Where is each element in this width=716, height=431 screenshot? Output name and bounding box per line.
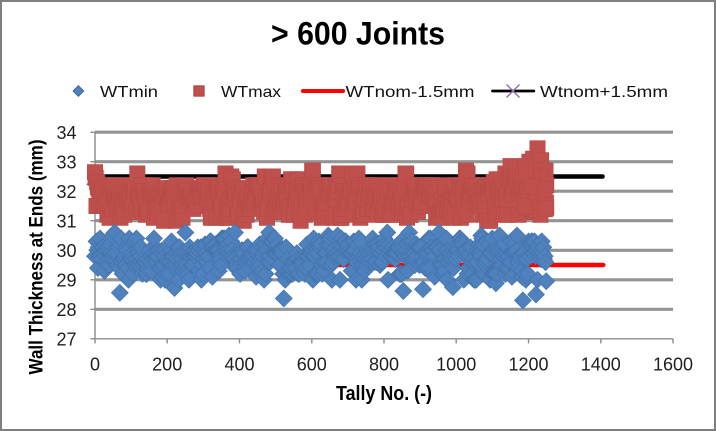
- svg-text:200: 200: [152, 354, 182, 374]
- svg-text:28: 28: [56, 300, 76, 320]
- svg-text:32: 32: [56, 182, 76, 202]
- svg-text:Wtnom+1.5mm: Wtnom+1.5mm: [540, 84, 668, 101]
- svg-text:1400: 1400: [581, 354, 621, 374]
- svg-text:31: 31: [56, 211, 76, 231]
- svg-text:1200: 1200: [508, 354, 548, 374]
- svg-text:1600: 1600: [653, 354, 693, 374]
- svg-text:600: 600: [297, 354, 327, 374]
- svg-text:800: 800: [369, 354, 399, 374]
- svg-text:Wall Thickness at Ends (mm): Wall Thickness at Ends (mm): [26, 140, 48, 375]
- svg-text:33: 33: [56, 152, 76, 172]
- svg-text:> 600 Joints: > 600 Joints: [271, 16, 445, 52]
- svg-text:34: 34: [56, 123, 76, 143]
- svg-text:1000: 1000: [436, 354, 476, 374]
- svg-text:WTnom-1.5mm: WTnom-1.5mm: [346, 84, 475, 101]
- svg-text:30: 30: [56, 241, 76, 261]
- svg-text:WTmin: WTmin: [100, 84, 158, 101]
- svg-text:Tally No. (-): Tally No. (-): [336, 382, 432, 405]
- svg-text:29: 29: [56, 270, 76, 290]
- svg-text:400: 400: [224, 354, 254, 374]
- svg-text:WTmax: WTmax: [221, 84, 281, 101]
- svg-text:27: 27: [56, 329, 76, 349]
- svg-text:0: 0: [90, 354, 100, 374]
